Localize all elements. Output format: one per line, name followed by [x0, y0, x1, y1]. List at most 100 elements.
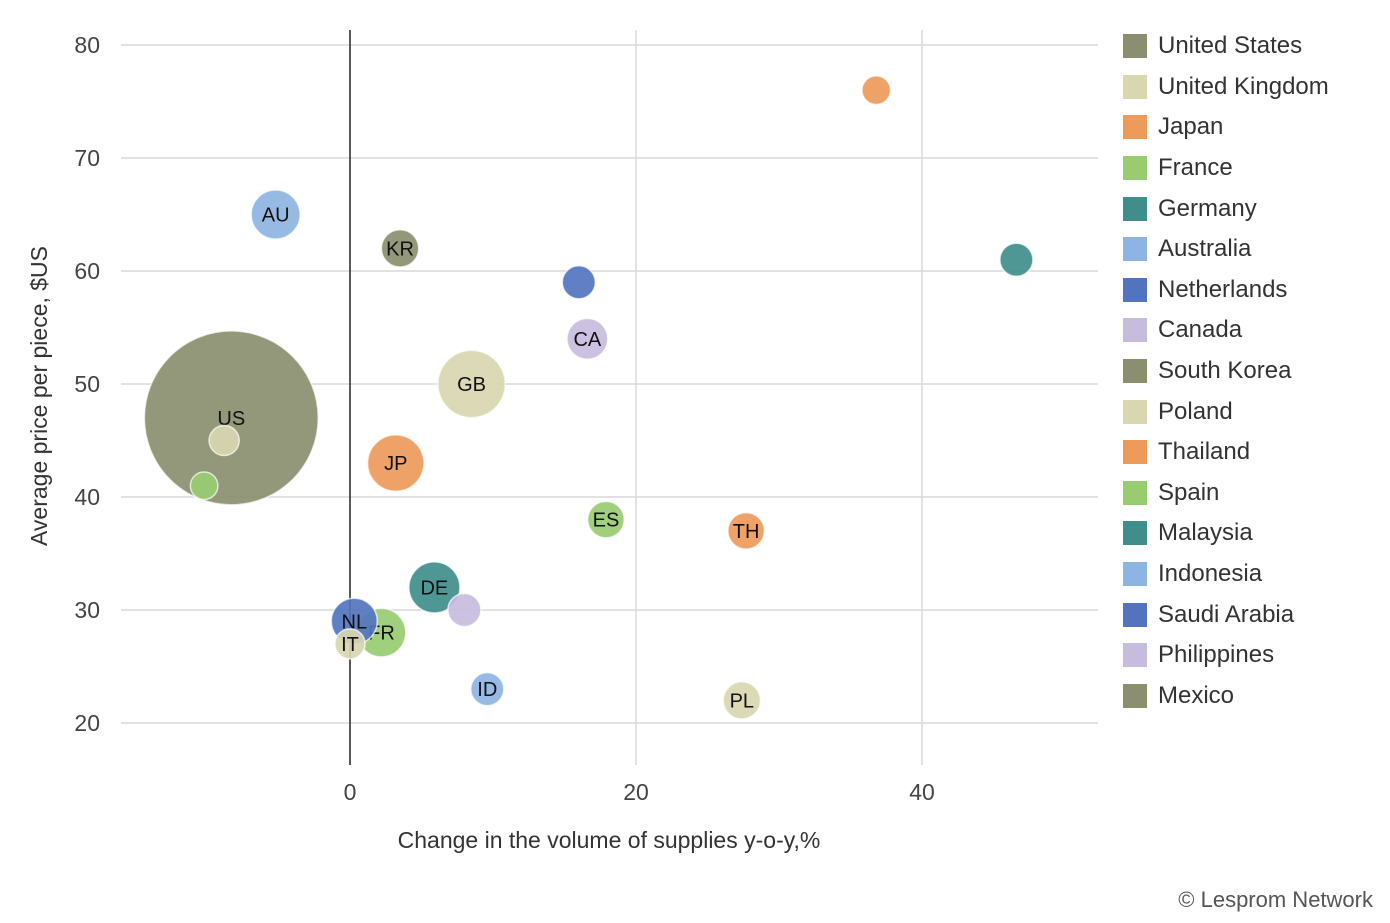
legend-label: United Kingdom — [1158, 72, 1329, 100]
bubble — [470, 671, 505, 707]
y-axis-label: Average price per piece, $US — [26, 246, 52, 546]
legend-label: Spain — [1158, 478, 1220, 506]
legend-item: Philippines — [1123, 635, 1329, 676]
legend-item: Netherlands — [1123, 270, 1329, 311]
bubble — [437, 349, 506, 419]
legend-swatch — [1123, 562, 1147, 587]
bubble-label: GB — [457, 374, 486, 396]
legend-swatch — [1123, 480, 1147, 505]
legend-item: Thailand — [1123, 432, 1329, 473]
bubble — [366, 434, 425, 493]
legend-swatch — [1123, 359, 1147, 384]
bubble — [334, 628, 366, 660]
legend-label: Thailand — [1158, 438, 1251, 466]
bubble-label: ES — [593, 510, 620, 532]
bubble-label: JP — [384, 453, 407, 475]
bubble — [861, 75, 892, 106]
bubble-label: KR — [386, 238, 414, 260]
y-tick-label: 50 — [74, 371, 100, 397]
legend-label: Poland — [1158, 397, 1233, 425]
legend-item: South Korea — [1123, 351, 1329, 392]
x-axis-ticks: 0 20 40 — [344, 779, 935, 805]
legend-label: Malaysia — [1158, 519, 1253, 547]
bubble-label: TH — [733, 521, 760, 543]
bubble — [727, 511, 766, 550]
y-axis-ticks: 20 30 40 50 60 70 80 — [74, 32, 100, 736]
legend-item: United States — [1123, 26, 1329, 67]
legend-label: France — [1158, 154, 1233, 182]
bubble — [999, 242, 1034, 277]
legend-item: Spain — [1123, 473, 1329, 514]
x-tick-label: 0 — [344, 779, 357, 805]
legend-item: Mexico — [1123, 676, 1329, 717]
bubble — [447, 592, 482, 628]
legend-label: Germany — [1158, 194, 1257, 222]
bubble — [408, 561, 461, 614]
bubble — [143, 330, 320, 506]
legend-swatch — [1123, 156, 1147, 181]
bubble — [566, 317, 609, 360]
legend-label: Philippines — [1158, 641, 1275, 669]
y-tick-label: 60 — [74, 258, 100, 284]
legend-swatch — [1123, 237, 1147, 262]
y-tick-label: 30 — [74, 597, 100, 623]
legend-item: Australia — [1123, 229, 1329, 270]
bubble — [250, 189, 301, 240]
legend-item: Poland — [1123, 391, 1329, 432]
bubble-label: AU — [262, 205, 290, 227]
legend-item: Malaysia — [1123, 513, 1329, 554]
bubble — [722, 680, 762, 720]
legend-label: Japan — [1158, 113, 1224, 141]
bubble-label: CA — [573, 329, 601, 351]
legend-swatch — [1123, 74, 1147, 99]
legend-item: Japan — [1123, 107, 1329, 148]
legend-swatch — [1123, 602, 1147, 627]
legend-item: France — [1123, 148, 1329, 189]
legend-label: Canada — [1158, 316, 1243, 344]
legend-label: South Korea — [1158, 357, 1292, 385]
legend-label: Australia — [1158, 235, 1252, 263]
legend-swatch — [1123, 440, 1147, 465]
bubble-label: PL — [730, 690, 754, 712]
legend-swatch — [1123, 318, 1147, 343]
legend-swatch — [1123, 683, 1147, 708]
legend-item: Canada — [1123, 310, 1329, 351]
y-tick-label: 40 — [74, 484, 100, 510]
legend-label: Saudi Arabia — [1158, 600, 1295, 628]
legend-item: Germany — [1123, 188, 1329, 229]
bubble-label: DE — [420, 577, 448, 599]
x-axis-label: Change in the volume of supplies y-o-y,% — [398, 827, 821, 853]
bubble — [561, 265, 597, 300]
legend-item: United Kingdom — [1123, 67, 1329, 108]
legend-label: United States — [1158, 32, 1303, 60]
legend-swatch — [1123, 277, 1147, 302]
legend-swatch — [1123, 115, 1147, 140]
legend-swatch — [1123, 34, 1147, 59]
credit-text: © Lesprom Network — [1178, 887, 1373, 912]
legend-item: Indonesia — [1123, 554, 1329, 595]
legend-item: Saudi Arabia — [1123, 594, 1329, 635]
bubble-label: ID — [477, 679, 497, 701]
bubble-label: NL — [342, 611, 368, 633]
bubble — [208, 424, 240, 457]
legend-swatch — [1123, 643, 1147, 668]
x-tick-label: 20 — [623, 779, 649, 805]
legend-swatch — [1123, 399, 1147, 424]
bubble — [380, 228, 420, 268]
y-tick-label: 20 — [74, 710, 100, 736]
legend-label: Netherlands — [1158, 275, 1288, 303]
legend-label: Mexico — [1158, 681, 1235, 709]
bubble-label: US — [217, 408, 245, 430]
legend: United States United Kingdom Japan France Ge… — [1123, 26, 1329, 716]
x-tick-label: 40 — [909, 779, 935, 805]
bubble — [586, 500, 625, 539]
y-tick-label: 70 — [74, 145, 100, 171]
legend-swatch — [1123, 196, 1147, 221]
bubble — [189, 471, 219, 501]
bubble-label: IT — [341, 634, 359, 656]
legend-swatch — [1123, 521, 1147, 546]
legend-label: Indonesia — [1158, 560, 1263, 588]
y-tick-label: 80 — [74, 32, 100, 58]
